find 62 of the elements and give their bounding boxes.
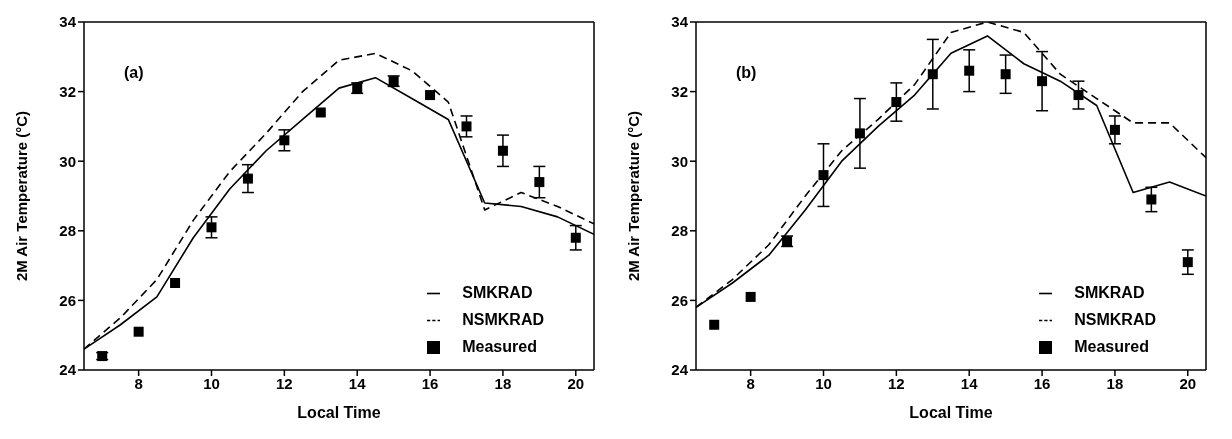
y-tick-label: 26 bbox=[59, 291, 76, 309]
point bbox=[854, 128, 865, 139]
point bbox=[242, 173, 253, 184]
point bbox=[891, 97, 902, 108]
point bbox=[1073, 90, 1084, 101]
point bbox=[170, 278, 181, 288]
x-tick-label: 12 bbox=[276, 374, 293, 392]
legend-label: NSMKRAD bbox=[462, 311, 544, 328]
point bbox=[279, 135, 290, 146]
x-axis-title: Local Time bbox=[297, 404, 381, 421]
point bbox=[927, 69, 938, 80]
x-tick-label: 10 bbox=[815, 374, 832, 392]
point bbox=[315, 107, 326, 118]
y-tick-label: 30 bbox=[59, 152, 76, 170]
y-tick-label: 34 bbox=[59, 13, 77, 31]
x-tick-label: 18 bbox=[1106, 374, 1124, 392]
point bbox=[497, 145, 508, 156]
point bbox=[1000, 69, 1011, 80]
y-tick-label: 28 bbox=[59, 222, 76, 240]
x-tick-label: 12 bbox=[888, 374, 905, 392]
legend-label: SMKRAD bbox=[1074, 284, 1145, 301]
legend-label: Measured bbox=[1074, 338, 1149, 355]
point bbox=[206, 222, 217, 233]
x-tick-label: 14 bbox=[960, 374, 979, 392]
y-tick-label: 24 bbox=[59, 361, 77, 379]
legend-label: NSMKRAD bbox=[1074, 311, 1156, 328]
y-tick-label: 32 bbox=[671, 82, 688, 100]
point bbox=[534, 177, 545, 188]
point bbox=[1037, 76, 1048, 87]
point bbox=[461, 121, 472, 132]
point bbox=[709, 319, 720, 330]
annotation: (a) bbox=[124, 64, 144, 82]
y-tick-label: 26 bbox=[671, 291, 688, 309]
point bbox=[133, 326, 144, 337]
x-tick-label: 14 bbox=[348, 374, 367, 392]
x-tick-label: 8 bbox=[746, 374, 755, 392]
x-tick-label: 10 bbox=[203, 374, 220, 392]
point bbox=[964, 65, 975, 76]
x-axis-title: Local Time bbox=[909, 404, 993, 421]
point bbox=[425, 90, 436, 101]
point bbox=[1146, 194, 1157, 205]
x-tick-label: 16 bbox=[1033, 374, 1051, 392]
x-tick-label: 20 bbox=[567, 374, 585, 392]
point bbox=[745, 291, 756, 302]
y-tick-label: 34 bbox=[671, 13, 689, 31]
y-tick-label: 28 bbox=[671, 222, 688, 240]
y-tick-label: 30 bbox=[671, 152, 688, 170]
x-tick-label: 16 bbox=[421, 374, 439, 392]
point bbox=[1182, 257, 1193, 268]
x-tick-label: 20 bbox=[1179, 374, 1197, 392]
y-tick-label: 24 bbox=[671, 361, 689, 379]
legend-label: Measured bbox=[462, 338, 537, 355]
point bbox=[1109, 124, 1120, 135]
x-tick-label: 18 bbox=[494, 374, 512, 392]
annotation: (b) bbox=[736, 64, 757, 82]
legend-label: SMKRAD bbox=[462, 284, 533, 301]
point bbox=[818, 170, 829, 181]
y-tick-label: 32 bbox=[59, 82, 76, 100]
y-axis-title: 2M Air Temperature (°C) bbox=[13, 110, 31, 282]
point bbox=[570, 232, 581, 243]
x-tick-label: 8 bbox=[134, 374, 143, 392]
y-axis-title: 2M Air Temperature (°C) bbox=[625, 110, 643, 282]
